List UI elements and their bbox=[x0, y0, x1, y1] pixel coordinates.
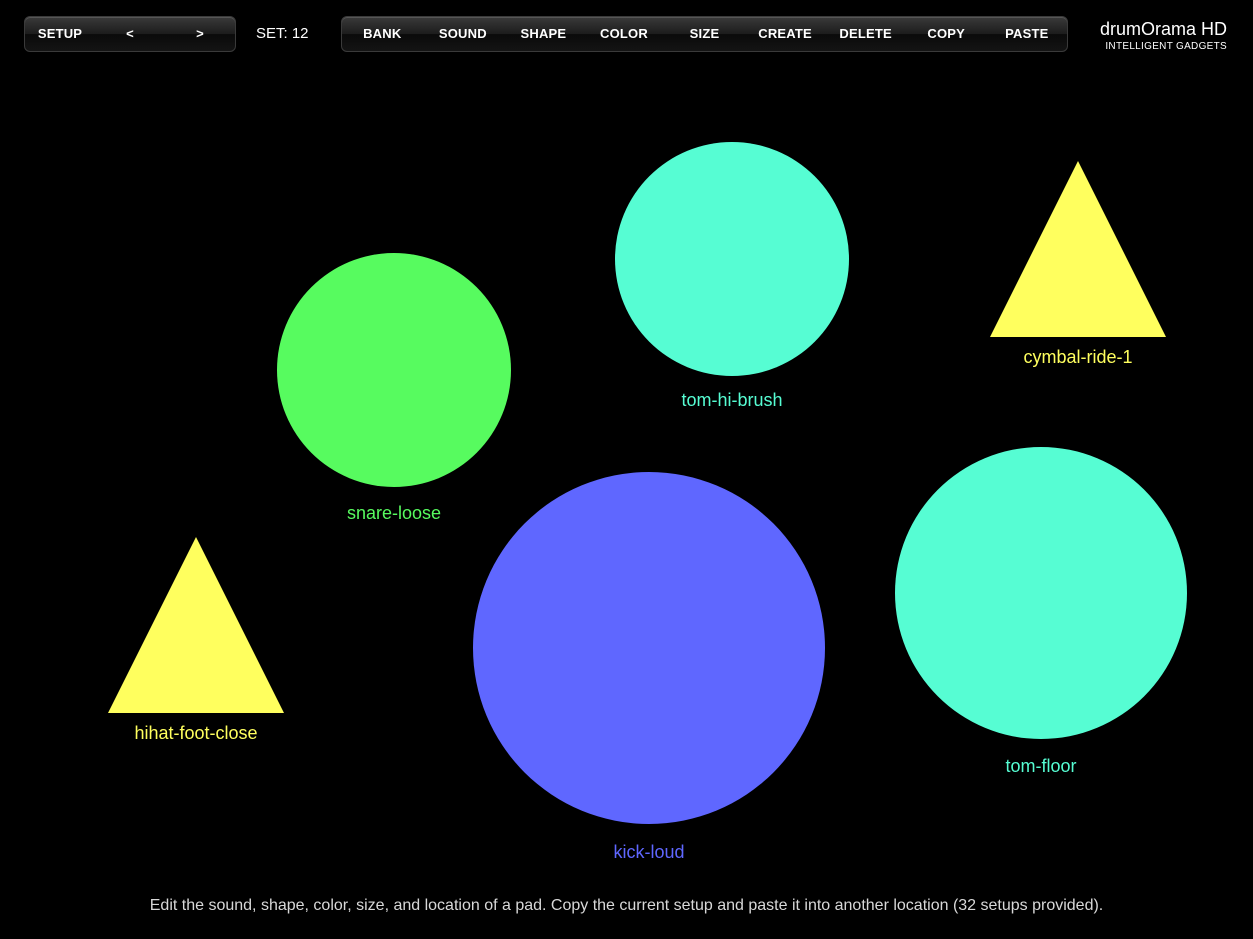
size-button[interactable]: SIZE bbox=[689, 26, 720, 41]
pad-hihat-foot-close[interactable] bbox=[108, 537, 284, 713]
pad-label-kick-loud: kick-loud bbox=[613, 842, 685, 862]
pad-snare-loose[interactable] bbox=[277, 253, 511, 487]
help-text: Edit the sound, shape, color, size, and … bbox=[149, 897, 1104, 914]
bank-button[interactable]: BANK bbox=[363, 26, 402, 41]
pad-label-tom-floor: tom-floor bbox=[1005, 756, 1077, 776]
shape-button[interactable]: SHAPE bbox=[520, 26, 567, 41]
next-set-button[interactable]: > bbox=[196, 26, 204, 41]
delete-button[interactable]: DELETE bbox=[839, 26, 892, 41]
pad-label-tom-hi-brush: tom-hi-brush bbox=[681, 390, 783, 410]
pad-tom-floor[interactable] bbox=[895, 447, 1187, 739]
pad-label-cymbal-ride-1: cymbal-ride-1 bbox=[1023, 347, 1133, 367]
paste-button[interactable]: PASTE bbox=[1005, 26, 1049, 41]
pad-tom-hi-brush[interactable] bbox=[615, 142, 849, 376]
setup-button[interactable]: SETUP bbox=[37, 26, 83, 41]
pad-label-snare-loose: snare-loose bbox=[346, 503, 442, 523]
pad-label-hihat-foot-close: hihat-foot-close bbox=[134, 723, 258, 743]
brand: drumOrama HD INTELLIGENT GADGETS bbox=[1100, 18, 1227, 52]
pad-cymbal-ride-1[interactable] bbox=[990, 161, 1166, 337]
app-publisher: INTELLIGENT GADGETS bbox=[1105, 41, 1227, 52]
color-button[interactable]: COLOR bbox=[599, 26, 648, 41]
create-button[interactable]: CREATE bbox=[758, 26, 812, 41]
edit-toolbar: BANK SOUND SHAPE COLOR SIZE CREATE DELET… bbox=[341, 16, 1068, 52]
previous-set-button[interactable]: < bbox=[126, 26, 134, 41]
copy-button[interactable]: COPY bbox=[927, 26, 966, 41]
setup-nav-group: SETUP < > bbox=[24, 16, 236, 52]
set-indicator: SET: 12 bbox=[256, 25, 309, 42]
sound-button[interactable]: SOUND bbox=[438, 26, 487, 41]
pad-kick-loud[interactable] bbox=[473, 472, 825, 824]
app-title: drumOrama HD bbox=[1099, 19, 1227, 39]
